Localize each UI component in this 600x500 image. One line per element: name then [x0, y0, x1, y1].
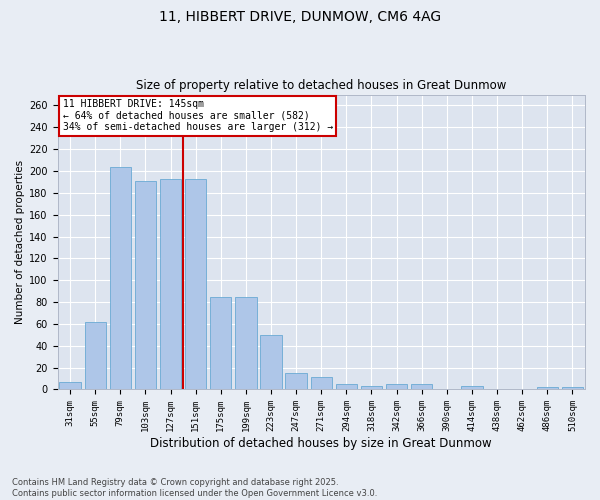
Text: 11, HIBBERT DRIVE, DUNMOW, CM6 4AG: 11, HIBBERT DRIVE, DUNMOW, CM6 4AG: [159, 10, 441, 24]
Bar: [411, 384, 433, 390]
Bar: [210, 296, 232, 390]
Bar: [185, 178, 206, 390]
Bar: [235, 296, 257, 390]
Bar: [386, 384, 407, 390]
Bar: [160, 178, 181, 390]
Bar: [59, 382, 81, 390]
Text: Contains HM Land Registry data © Crown copyright and database right 2025.
Contai: Contains HM Land Registry data © Crown c…: [12, 478, 377, 498]
Text: 11 HIBBERT DRIVE: 145sqm
← 64% of detached houses are smaller (582)
34% of semi-: 11 HIBBERT DRIVE: 145sqm ← 64% of detach…: [63, 99, 333, 132]
Bar: [562, 388, 583, 390]
Title: Size of property relative to detached houses in Great Dunmow: Size of property relative to detached ho…: [136, 79, 506, 92]
Bar: [361, 386, 382, 390]
Bar: [536, 388, 558, 390]
Bar: [85, 322, 106, 390]
Bar: [311, 378, 332, 390]
Bar: [110, 166, 131, 390]
X-axis label: Distribution of detached houses by size in Great Dunmow: Distribution of detached houses by size …: [151, 437, 492, 450]
Bar: [461, 386, 482, 390]
Bar: [336, 384, 357, 390]
Y-axis label: Number of detached properties: Number of detached properties: [15, 160, 25, 324]
Bar: [135, 181, 156, 390]
Bar: [260, 335, 281, 390]
Bar: [286, 373, 307, 390]
